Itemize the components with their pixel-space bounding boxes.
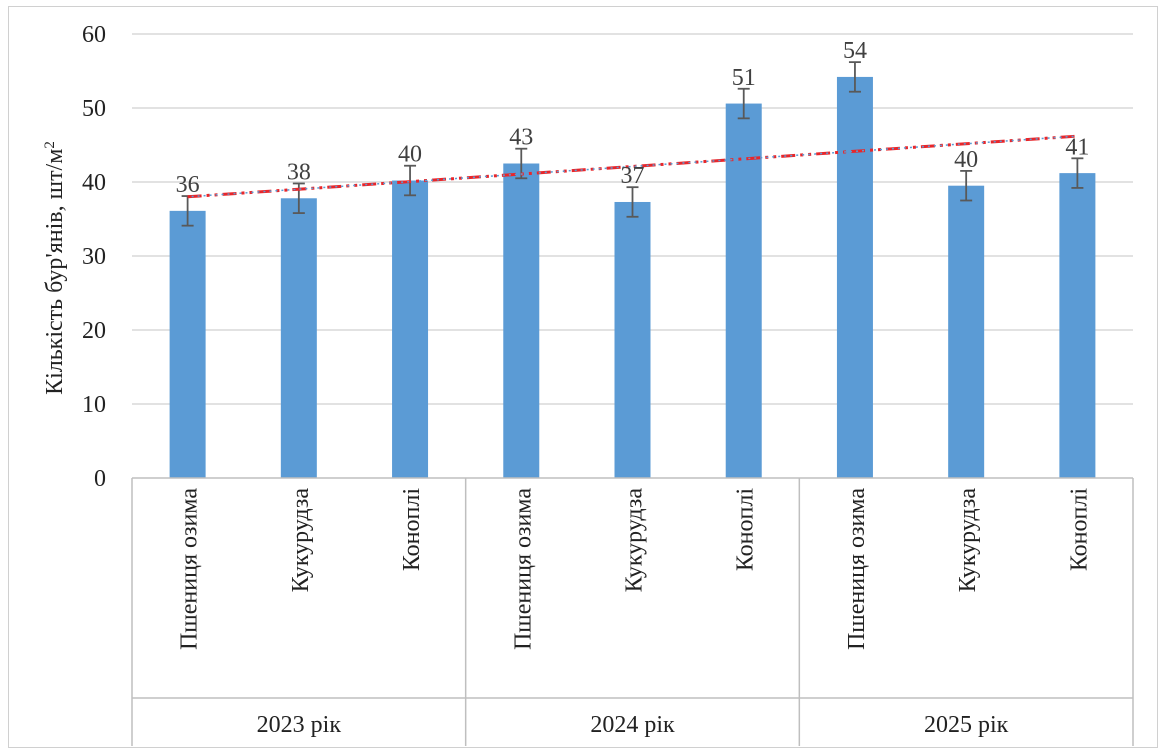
data-label: 38 bbox=[287, 159, 311, 185]
bar bbox=[169, 210, 206, 479]
data-label: 51 bbox=[732, 65, 756, 91]
trendline bbox=[187, 134, 1078, 199]
data-label: 40 bbox=[398, 142, 422, 168]
bar bbox=[1059, 173, 1096, 478]
bars bbox=[169, 76, 1096, 479]
error-bars bbox=[181, 61, 1084, 227]
data-label: 36 bbox=[176, 172, 200, 198]
data-label: 40 bbox=[954, 147, 978, 173]
bar bbox=[948, 185, 985, 478]
group-label: 2023 рік bbox=[257, 712, 342, 738]
y-tick-label: 40 bbox=[82, 170, 106, 196]
y-axis-label-text: Кількість бур'янів, шт/м bbox=[42, 149, 68, 395]
y-axis-label: Кількість бур'янів, шт/м2 bbox=[42, 141, 68, 395]
bar bbox=[392, 180, 429, 478]
data-label: 54 bbox=[843, 38, 867, 64]
axes bbox=[131, 477, 1134, 746]
y-tick-label: 0 bbox=[94, 466, 106, 492]
group-label: 2025 рік bbox=[924, 712, 1009, 738]
category-label: Коноплі bbox=[733, 488, 759, 571]
group-labels: 2023 рік 2024 рік 2025 рік bbox=[257, 712, 1009, 738]
category-label: Коноплі bbox=[1066, 488, 1092, 571]
bar bbox=[280, 198, 317, 478]
category-label: Пшениця озима bbox=[844, 488, 870, 650]
category-label: Коноплі bbox=[399, 488, 425, 571]
y-tick-label: 20 bbox=[82, 318, 106, 344]
y-tick-label: 10 bbox=[82, 392, 106, 418]
data-labels: 36 38 40 43 37 51 54 40 41 bbox=[176, 38, 1090, 198]
group-label: 2024 рік bbox=[590, 712, 675, 738]
bar bbox=[836, 76, 873, 479]
category-label: Кукурудза bbox=[955, 488, 981, 593]
trendline-dots bbox=[187, 135, 1078, 198]
bar bbox=[503, 163, 540, 478]
y-tick-label: 50 bbox=[82, 96, 106, 122]
bar bbox=[725, 103, 762, 478]
y-tick-label: 60 bbox=[82, 22, 106, 48]
data-label: 37 bbox=[621, 163, 645, 189]
data-label: 43 bbox=[509, 125, 533, 151]
y-axis-label-superscript: 2 bbox=[42, 141, 58, 149]
category-label: Кукурудза bbox=[288, 488, 314, 593]
data-label: 41 bbox=[1065, 134, 1089, 160]
category-label: Пшениця озима bbox=[177, 488, 203, 650]
category-label: Кукурудза bbox=[622, 488, 648, 593]
category-label: Пшениця озима bbox=[510, 488, 536, 650]
bar bbox=[614, 201, 651, 479]
y-tick-labels: 0 10 20 30 40 50 60 bbox=[82, 22, 106, 492]
category-labels: Пшениця озима Кукурудза Коноплі Пшениця ози… bbox=[177, 488, 1093, 650]
y-tick-label: 30 bbox=[82, 244, 106, 270]
